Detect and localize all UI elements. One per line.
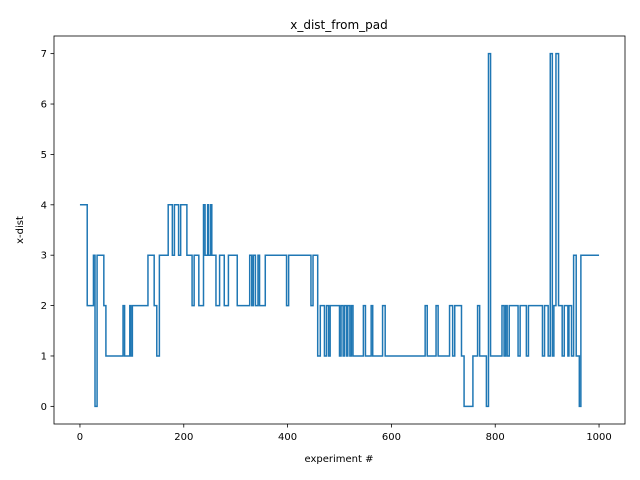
x-tick-label: 400 (278, 432, 297, 443)
y-tick-label: 5 (41, 150, 47, 161)
y-tick-label: 4 (41, 200, 47, 211)
y-tick-label: 0 (41, 402, 47, 413)
y-axis-label: x-dist (15, 216, 26, 244)
y-tick-label: 6 (41, 100, 47, 111)
y-tick-label: 7 (41, 49, 47, 60)
y-tick-label: 1 (41, 351, 47, 362)
chart-title: x_dist_from_pad (290, 18, 388, 32)
x-tick-label: 1000 (586, 432, 611, 443)
x-tick-label: 200 (174, 432, 193, 443)
plot-frame (53, 35, 626, 425)
y-axis: 0 1 2 3 4 5 6 7 (41, 49, 54, 413)
x-axis: 0 200 400 600 800 1000 (77, 424, 612, 443)
x-axis-label: experiment # (305, 454, 374, 465)
x-tick-label: 0 (77, 432, 83, 443)
x-tick-label: 600 (382, 432, 401, 443)
y-tick-label: 3 (41, 251, 47, 262)
series-line-0 (79, 52, 600, 408)
y-tick-label: 2 (41, 301, 47, 312)
x-tick-label: 800 (486, 432, 505, 443)
